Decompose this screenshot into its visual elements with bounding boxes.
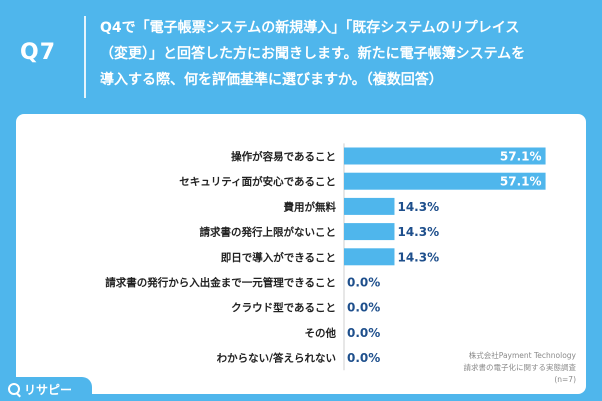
category-label: セキュリティ面が安心であること: [179, 175, 336, 188]
value-label: 57.1%: [500, 175, 542, 189]
question-line-2: （変更）」と回答した方にお聞きします。新たに電子帳簿システムを: [100, 46, 526, 62]
category-label: 請求書の発行から入出金まで一元管理できること: [105, 276, 336, 289]
value-label: 14.3%: [397, 200, 439, 214]
bar: [344, 248, 395, 266]
question-number: Q7: [20, 40, 57, 65]
risapi-logo: リサピー: [0, 377, 92, 401]
value-label: 0.0%: [347, 301, 380, 315]
bar: [344, 223, 395, 241]
value-label: 14.3%: [397, 250, 439, 264]
header-divider: [84, 16, 86, 98]
chart-card: 操作が容易であること 57.1% セキュリティ面が安心であること 57.1% 費用が無料…: [16, 114, 586, 394]
source-survey: 請求書の電子化に関する実態調査: [463, 363, 577, 372]
category-label: 操作が容易であること: [231, 150, 336, 163]
bar: [344, 197, 395, 215]
source-company: 株式会社Payment Technology: [468, 351, 576, 360]
value-label: 0.0%: [347, 276, 380, 290]
value-label: 14.3%: [397, 225, 439, 239]
bar: [344, 172, 546, 190]
question-line-1: Q4で「電子帳票システムの新規導入」「既存システムのリプレイス: [100, 20, 520, 36]
source-sample-size: (n=7): [554, 375, 576, 384]
value-label: 0.0%: [347, 351, 380, 365]
bar-chart: 操作が容易であること 57.1% セキュリティ面が安心であること 57.1% 費用が無料…: [105, 143, 546, 371]
question-line-3: 導入する際、何を評価基準に選びますか。（複数回答）: [100, 72, 443, 88]
search-icon: [8, 383, 20, 395]
category-label: クラウド型であること: [231, 301, 336, 314]
logo-text: リサピー: [24, 382, 73, 397]
category-label: 費用が無料: [284, 200, 337, 213]
category-label: 即日で導入ができること: [221, 251, 336, 264]
bar: [344, 147, 546, 165]
category-label: その他: [305, 326, 337, 339]
value-label: 0.0%: [347, 326, 380, 340]
category-label: わからない/答えられない: [217, 352, 336, 365]
question-header: Q7 Q4で「電子帳票システムの新規導入」「既存システムのリプレイス （変更）」…: [0, 0, 602, 112]
value-label: 57.1%: [500, 150, 542, 164]
source-note: 株式会社Payment Technology 請求書の電子化に関する実態調査 (…: [464, 350, 577, 386]
question-text: Q4で「電子帳票システムの新規導入」「既存システムのリプレイス （変更）」と回答…: [100, 15, 592, 93]
category-label: 請求書の発行上限がないこと: [200, 226, 337, 239]
